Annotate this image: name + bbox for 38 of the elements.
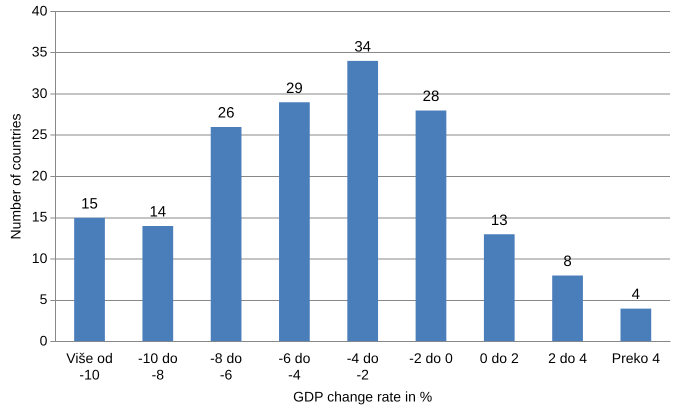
data-label: 34 bbox=[354, 38, 372, 56]
y-tick-label: 25 bbox=[32, 126, 48, 142]
bar bbox=[416, 110, 446, 342]
bar bbox=[552, 276, 583, 342]
bar bbox=[279, 102, 310, 342]
x-axis-title: GDP change rate in % bbox=[293, 388, 432, 404]
x-tick-label: -10 do -8 bbox=[138, 350, 178, 383]
bar bbox=[347, 60, 378, 342]
y-tick-label: 0 bbox=[40, 332, 48, 348]
x-tick-label: 0 do 2 bbox=[480, 350, 519, 366]
bar bbox=[620, 308, 652, 342]
x-tick-label: Više od -10 bbox=[66, 350, 113, 383]
x-tick-label: 2 do 4 bbox=[548, 350, 588, 366]
data-label: 14 bbox=[149, 204, 166, 221]
y-tick-label: 5 bbox=[40, 291, 48, 308]
y-tick-label: 30 bbox=[32, 84, 48, 101]
x-tick-label: -6 do -4 bbox=[278, 350, 311, 383]
data-label: 28 bbox=[422, 88, 440, 106]
data-label: 13 bbox=[490, 212, 508, 229]
bar bbox=[210, 126, 242, 342]
y-tick-label: 10 bbox=[32, 250, 48, 266]
data-label: 15 bbox=[81, 195, 98, 212]
y-tick-label: 40 bbox=[32, 2, 48, 18]
data-label: 4 bbox=[632, 286, 640, 304]
bar bbox=[74, 218, 105, 342]
y-tick-label: 15 bbox=[32, 208, 48, 225]
y-axis-title: Number of countries bbox=[7, 113, 24, 240]
x-tick-label: -2 do 0 bbox=[409, 350, 453, 366]
x-tick-label: Preko 4 bbox=[612, 350, 660, 366]
y-tick-label: 35 bbox=[32, 44, 48, 60]
data-label: 26 bbox=[218, 104, 234, 122]
bar bbox=[142, 226, 174, 342]
bar bbox=[484, 234, 515, 342]
x-tick-label: -8 do -6 bbox=[210, 350, 242, 383]
data-label: 8 bbox=[563, 253, 572, 270]
y-tick-label: 20 bbox=[32, 167, 48, 184]
data-label: 29 bbox=[286, 80, 303, 97]
x-tick-label: -4 do -2 bbox=[346, 350, 379, 383]
